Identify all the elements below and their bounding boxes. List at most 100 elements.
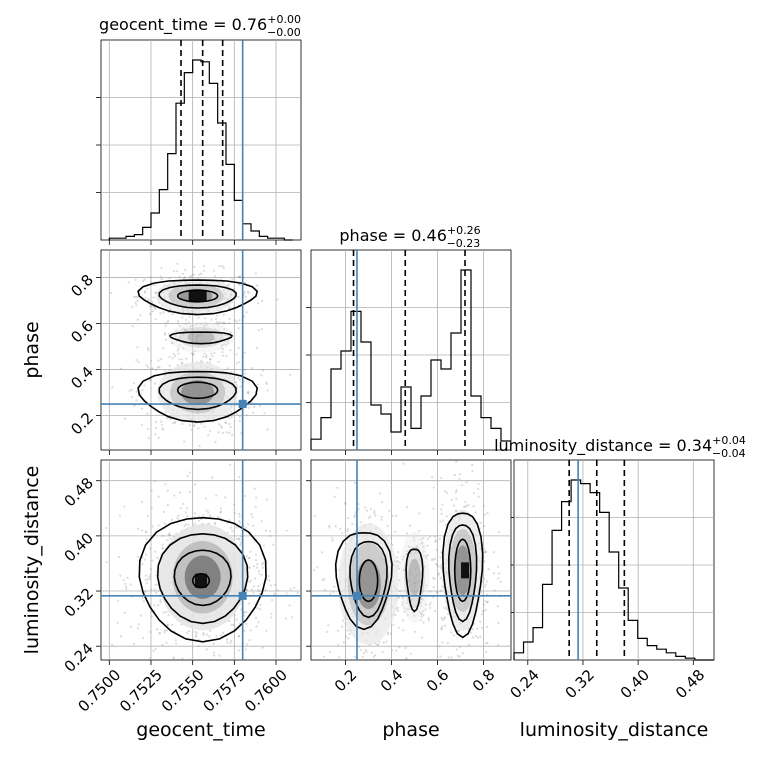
sample-point	[192, 353, 195, 356]
sample-point	[154, 647, 157, 650]
sample-point	[346, 527, 349, 531]
sample-point	[270, 616, 273, 619]
sample-point	[229, 463, 232, 466]
sample-point	[455, 497, 458, 500]
sample-point	[213, 269, 216, 272]
title-lower-error: −0.00	[267, 26, 301, 39]
sample-point	[218, 654, 221, 657]
sample-point	[155, 591, 158, 594]
sample-point	[160, 266, 163, 270]
sample-point	[163, 631, 166, 634]
sample-point	[193, 350, 197, 353]
sample-point	[240, 432, 243, 435]
sample-point	[429, 601, 432, 604]
sample-point	[440, 508, 443, 511]
sample-point	[200, 338, 204, 341]
density-panel-phase-luminosity_distance	[306, 459, 512, 669]
sample-point	[134, 301, 137, 304]
sample-point	[336, 643, 340, 647]
sample-point	[415, 550, 418, 553]
sample-point	[347, 516, 350, 520]
sample-point	[396, 560, 400, 563]
sample-point	[405, 553, 408, 556]
sample-point	[189, 275, 192, 278]
sample-point	[270, 584, 273, 587]
sample-point	[471, 463, 474, 467]
sample-point	[483, 577, 486, 581]
sample-point	[348, 632, 351, 636]
sample-point	[202, 633, 205, 636]
sample-point	[148, 575, 151, 578]
sample-point	[497, 531, 501, 534]
sample-point	[413, 581, 416, 584]
sample-point	[167, 319, 170, 323]
sample-point	[145, 537, 148, 541]
sample-point	[438, 645, 441, 648]
sample-point	[376, 667, 378, 669]
sample-point	[191, 274, 194, 277]
sample-point	[482, 504, 486, 507]
sample-point	[222, 266, 225, 269]
sample-point	[496, 644, 500, 647]
sample-point	[229, 349, 232, 352]
sample-point	[111, 386, 114, 389]
sample-point	[433, 610, 437, 613]
sample-point	[405, 590, 408, 593]
sample-point	[323, 588, 326, 591]
sample-point	[151, 559, 154, 562]
sample-point	[147, 660, 149, 662]
sample-point	[137, 623, 140, 626]
sample-point	[285, 529, 288, 532]
sample-point	[406, 550, 409, 553]
sample-point	[405, 591, 408, 594]
sample-point	[174, 334, 178, 337]
sample-point	[105, 560, 108, 564]
sample-point	[252, 524, 255, 527]
sample-point	[419, 611, 422, 614]
sample-point	[247, 557, 250, 560]
sample-point	[164, 483, 167, 486]
sample-point	[142, 279, 145, 282]
sample-point	[213, 523, 216, 526]
sample-point	[197, 519, 201, 522]
density-shade	[181, 380, 215, 405]
sample-point	[450, 656, 453, 659]
sample-point	[194, 522, 197, 525]
sample-point	[213, 338, 217, 341]
sample-point	[431, 476, 434, 479]
sample-point	[218, 321, 221, 324]
sample-point	[405, 601, 409, 605]
sample-point	[151, 367, 154, 370]
sample-point	[359, 649, 362, 652]
sample-point	[185, 357, 188, 360]
sample-point	[161, 543, 164, 546]
sample-point	[285, 592, 288, 595]
sample-point	[256, 383, 259, 386]
sample-point	[441, 503, 444, 506]
sample-point	[194, 635, 198, 638]
sample-point	[190, 352, 193, 355]
sample-point	[175, 642, 178, 645]
sample-point	[238, 538, 241, 541]
sample-point	[357, 508, 360, 511]
sample-point	[152, 649, 155, 652]
sample-point	[124, 582, 127, 586]
sample-point	[129, 583, 132, 586]
sample-point	[164, 324, 167, 327]
density-shade	[187, 331, 215, 344]
sample-point	[410, 551, 413, 554]
sample-point	[408, 569, 412, 572]
sample-point	[401, 604, 404, 607]
sample-point	[144, 530, 147, 533]
sample-point	[415, 581, 418, 584]
sample-point	[296, 591, 299, 595]
sample-point	[365, 650, 368, 653]
sample-point	[357, 645, 361, 648]
sample-point	[406, 613, 409, 617]
sample-point	[140, 529, 144, 532]
hist-panel-geocent_time-frame	[100, 39, 302, 241]
title-upper-error: +0.04	[712, 434, 746, 447]
sample-point	[176, 320, 180, 323]
sample-point	[127, 281, 130, 284]
sample-point	[481, 609, 485, 613]
